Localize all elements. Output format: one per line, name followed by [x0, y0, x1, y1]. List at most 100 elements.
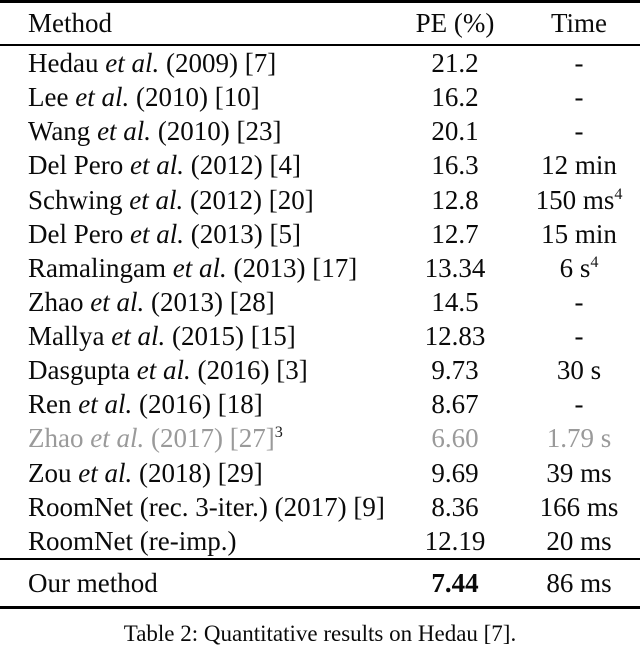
- time-value: 20 ms: [546, 525, 612, 556]
- method-name: RoomNet (rec. 3-iter.) (2017) [9]: [28, 491, 385, 522]
- method-name: Ren: [28, 389, 79, 420]
- pe-cell: 16.3: [392, 148, 518, 182]
- table-caption: Table 2: Quantitative results on Hedau […: [123, 620, 517, 646]
- time-value: -: [574, 286, 584, 317]
- table-row: Ren et al. (2016) [18] 8.67 -: [0, 387, 640, 421]
- method-citation: (2012) [4]: [183, 150, 301, 181]
- et-al-text: et al.: [90, 286, 145, 317]
- method-citation: (2016) [18]: [132, 389, 263, 420]
- time-cell: 150 ms4: [518, 183, 640, 217]
- method-citation: (2013) [17]: [226, 252, 358, 283]
- pe-cell: 13.34: [392, 251, 518, 285]
- pe-cell: 12.7: [392, 217, 518, 251]
- method-name: Ramalingam: [28, 252, 173, 283]
- time-value: -: [574, 321, 584, 351]
- time-cell: -: [518, 114, 640, 148]
- column-header-time: Time: [550, 8, 608, 38]
- method-cell: Wang et al. (2010) [23]: [0, 114, 392, 148]
- pe-cell: 9.73: [392, 353, 518, 387]
- pe-cell: 12.83: [392, 319, 518, 353]
- time-cell: -: [518, 46, 640, 80]
- method-citation: (2013) [5]: [183, 218, 301, 249]
- time-value: 6 s: [559, 252, 591, 283]
- pe-cell: 8.36: [392, 490, 518, 524]
- time-value: -: [574, 48, 584, 78]
- pe-value: 7.44: [431, 567, 479, 598]
- table-row: Schwing et al. (2012) [20] 12.8 150 ms4: [0, 183, 640, 217]
- time-cell: 1.79 s: [518, 421, 640, 455]
- pe-value: 12.7: [431, 218, 479, 249]
- et-al-text: et al.: [172, 252, 227, 283]
- method-cell: Hedau et al. (2009) [7]: [0, 46, 392, 80]
- time-value: 39 ms: [546, 457, 612, 488]
- method-citation: (2010) [23]: [151, 116, 282, 147]
- pe-value: 16.2: [431, 82, 479, 113]
- pe-value: 16.3: [431, 150, 479, 181]
- method-cell: Mallya et al. (2015) [15]: [0, 319, 392, 353]
- method-cell: Ramalingam et al. (2013) [17]: [0, 251, 392, 285]
- table-bottom-rule: [0, 605, 640, 609]
- time-value: 1.79 s: [546, 423, 612, 454]
- et-al-text: et al.: [75, 82, 130, 113]
- method-cell: Dasgupta et al. (2016) [3]: [0, 353, 392, 387]
- method-citation: (2015) [15]: [165, 321, 296, 351]
- pe-value: 8.36: [431, 491, 479, 522]
- table-row: Del Pero et al. (2012) [4] 16.3 12 min: [0, 148, 640, 182]
- body-separator-rule: [0, 557, 640, 560]
- method-name: Del Pero: [28, 218, 130, 249]
- method-cell: Del Pero et al. (2013) [5]: [0, 217, 392, 251]
- et-al-text: et al.: [129, 218, 184, 249]
- pe-value: 21.2: [431, 48, 479, 78]
- pe-value: 20.1: [431, 116, 479, 147]
- et-al-text: et al.: [78, 389, 133, 420]
- time-value: -: [574, 116, 584, 147]
- pe-cell: 12.19: [392, 524, 518, 558]
- pe-cell: 16.2: [392, 80, 518, 114]
- table-header-row: Method PE (%) Time: [0, 3, 640, 44]
- method-citation: (2009) [7]: [159, 48, 277, 78]
- time-cell: 39 ms: [518, 456, 640, 490]
- table-row: Hedau et al. (2009) [7] 21.2 -: [0, 46, 640, 80]
- et-al-text: et al.: [129, 150, 184, 181]
- method-cell: Zhao et al. (2017) [27]3: [0, 421, 392, 455]
- method-name: Mallya: [28, 321, 112, 351]
- time-cell: 166 ms: [518, 490, 640, 524]
- pe-value: 14.5: [431, 286, 479, 317]
- method-name: Del Pero: [28, 150, 130, 181]
- method-name: Zhao: [28, 423, 91, 454]
- method-cell: RoomNet (rec. 3-iter.) (2017) [9]: [0, 490, 392, 524]
- column-header-method: Method: [28, 8, 112, 38]
- et-al-text: et al.: [129, 184, 184, 215]
- method-citation: (2012) [20]: [183, 184, 314, 215]
- time-value: 30 s: [556, 355, 602, 386]
- footnote-marker: 4: [590, 252, 599, 271]
- method-citation: (2016) [3]: [190, 355, 308, 386]
- time-cell: 86 ms: [518, 560, 640, 606]
- column-header-pe: PE (%): [415, 8, 495, 38]
- method-name: Our method: [28, 567, 158, 598]
- table-top-rule: [0, 0, 640, 3]
- method-cell: RoomNet (re-imp.): [0, 524, 392, 558]
- footnote-marker: 4: [614, 184, 623, 203]
- time-value: 150 ms: [535, 184, 615, 215]
- time-cell: 6 s4: [518, 251, 640, 285]
- pe-value: 8.67: [431, 389, 479, 420]
- table-row: Wang et al. (2010) [23] 20.1 -: [0, 114, 640, 148]
- time-cell: 20 ms: [518, 524, 640, 558]
- method-cell: Ren et al. (2016) [18]: [0, 387, 392, 421]
- table-row: Mallya et al. (2015) [15] 12.83 -: [0, 319, 640, 353]
- method-name: Wang: [28, 116, 98, 147]
- method-name: RoomNet (re-imp.): [28, 525, 237, 556]
- table-row: Ramalingam et al. (2013) [17] 13.34 6 s4: [0, 251, 640, 285]
- method-citation: (2013) [28]: [144, 286, 275, 317]
- time-value: 86 ms: [546, 567, 612, 598]
- table-row: Dasgupta et al. (2016) [3] 9.73 30 s: [0, 353, 640, 387]
- method-cell: Zou et al. (2018) [29]: [0, 456, 392, 490]
- pe-cell: 6.60: [392, 421, 518, 455]
- pe-value: 12.83: [424, 321, 486, 351]
- pe-cell: 12.8: [392, 183, 518, 217]
- method-citation: (2010) [10]: [129, 82, 260, 113]
- table-row: RoomNet (re-imp.) 12.19 20 ms: [0, 524, 640, 558]
- method-name: Hedau: [28, 48, 106, 78]
